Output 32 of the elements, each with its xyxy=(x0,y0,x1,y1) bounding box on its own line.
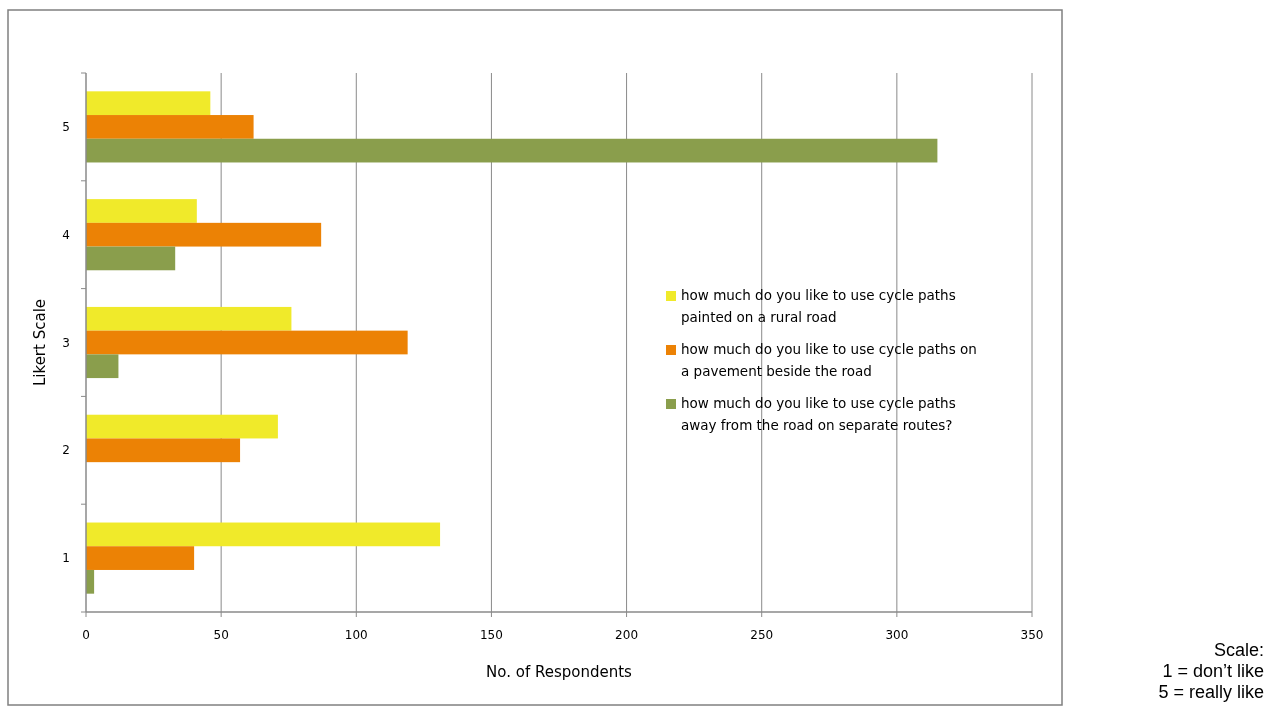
bar xyxy=(86,306,292,331)
y-tick-label: 1 xyxy=(62,551,70,566)
legend-label: how much do you like to use cycle paths away from the road on separate routes? xyxy=(681,395,956,433)
bar xyxy=(86,199,197,223)
x-tick-label: 150 xyxy=(479,628,503,642)
x-tick-label: 0 xyxy=(82,628,90,642)
bar xyxy=(86,115,254,139)
legend-label: how much do you like to use cycle paths painted on a rural road xyxy=(681,287,956,325)
x-tick-label: 50 xyxy=(213,628,229,642)
bar xyxy=(86,246,176,271)
x-tick-label: 350 xyxy=(1020,628,1044,642)
bar xyxy=(86,522,441,547)
bar xyxy=(86,330,408,355)
y-tick-label: 4 xyxy=(62,227,70,242)
y-tick-label: 3 xyxy=(62,335,70,350)
bar xyxy=(86,546,195,570)
x-axis-title: No. of Respondents xyxy=(486,663,633,681)
legend-label: how much do you like to use cycle paths on a pavement beside the road xyxy=(681,341,977,379)
bar xyxy=(86,438,241,463)
x-tick-label: 200 xyxy=(615,628,639,642)
x-tick-label: 250 xyxy=(750,628,774,642)
y-tick-label: 5 xyxy=(62,119,70,134)
y-axis-title: Likert Scale xyxy=(31,298,49,387)
text: Scale: 1 = don’t like 5 = really like xyxy=(1158,640,1264,702)
bar xyxy=(86,354,119,379)
y-tick-label: 2 xyxy=(62,443,70,458)
bar xyxy=(86,91,211,116)
x-tick-label: 100 xyxy=(344,628,368,642)
x-tick-label: 300 xyxy=(885,628,909,642)
bar xyxy=(86,222,322,247)
bar xyxy=(86,414,278,439)
bar xyxy=(86,138,938,163)
